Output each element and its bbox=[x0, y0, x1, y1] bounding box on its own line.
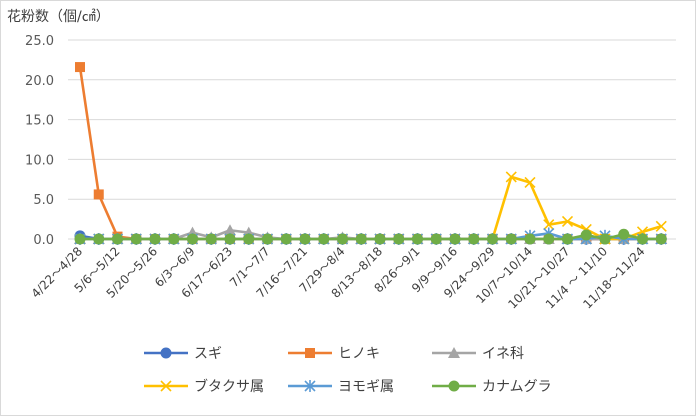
data-point bbox=[224, 233, 236, 245]
y-tick-label: 0.0 bbox=[33, 233, 54, 248]
y-tick-label: 20.0 bbox=[25, 74, 54, 89]
x-tick-label: 4/22～4/28 bbox=[29, 244, 86, 301]
data-point bbox=[449, 233, 461, 245]
data-point bbox=[655, 220, 667, 232]
legend-label: イネ科 bbox=[482, 346, 524, 362]
data-point bbox=[468, 233, 480, 245]
series-4 bbox=[74, 171, 667, 245]
data-point bbox=[393, 233, 405, 245]
y-tick-label: 15.0 bbox=[25, 114, 54, 129]
data-point bbox=[505, 171, 517, 183]
data-point bbox=[112, 233, 123, 245]
data-point bbox=[243, 233, 255, 245]
data-point bbox=[618, 228, 630, 240]
legend-label: ブタクサ属 bbox=[194, 378, 264, 395]
data-point bbox=[561, 215, 574, 228]
y-tick-labels: 25.0 20.0 15.0 10.0 5.0 0.0 bbox=[25, 34, 54, 248]
series-line bbox=[80, 175, 662, 241]
data-point bbox=[305, 348, 315, 358]
data-point bbox=[75, 62, 85, 73]
data-point bbox=[187, 233, 198, 245]
data-point bbox=[562, 233, 573, 245]
gridlines bbox=[68, 39, 676, 240]
data-point bbox=[224, 224, 236, 236]
y-tick-label: 10.0 bbox=[25, 153, 54, 168]
legend-item: スギ bbox=[144, 346, 222, 362]
series-group bbox=[74, 62, 668, 245]
data-point bbox=[93, 233, 105, 245]
y-tick-label: 25.0 bbox=[25, 34, 54, 49]
data-point bbox=[149, 233, 161, 245]
y-axis-title: 花粉数（個/㎠） bbox=[7, 9, 110, 25]
legend-item: ヒノキ bbox=[288, 346, 380, 362]
data-point bbox=[318, 233, 330, 245]
data-point bbox=[262, 233, 273, 245]
data-point bbox=[337, 233, 348, 245]
series-6 bbox=[74, 228, 667, 245]
legend-label: ヨモギ属 bbox=[338, 379, 394, 395]
data-point bbox=[524, 233, 536, 245]
data-point bbox=[599, 233, 611, 245]
data-point bbox=[543, 233, 555, 245]
data-point bbox=[448, 380, 460, 392]
x-tick-labels: 4/22～4/285/6～5/125/20～5/266/3～6/96/17～6/… bbox=[29, 244, 648, 311]
data-point bbox=[524, 176, 536, 189]
data-point bbox=[655, 233, 667, 245]
legend-item: イネ科 bbox=[432, 346, 524, 362]
legend-item: ブタクサ属 bbox=[144, 378, 264, 395]
legend-label: ヒノキ bbox=[338, 346, 380, 362]
data-point bbox=[205, 233, 217, 245]
legend-item: ヨモギ属 bbox=[288, 379, 394, 395]
data-point bbox=[280, 233, 292, 245]
data-point bbox=[74, 233, 86, 245]
data-point bbox=[505, 233, 517, 245]
series-line bbox=[78, 66, 662, 241]
data-point bbox=[355, 233, 367, 245]
series-line bbox=[80, 232, 662, 241]
legend-label: カナムグラ bbox=[482, 379, 552, 395]
data-point bbox=[448, 347, 460, 358]
y-tick-label: 5.0 bbox=[33, 193, 54, 208]
data-point bbox=[304, 380, 316, 392]
legend-label: スギ bbox=[194, 346, 222, 362]
data-point bbox=[543, 219, 555, 231]
data-point bbox=[412, 233, 423, 245]
data-point bbox=[580, 229, 592, 241]
series-2 bbox=[75, 62, 667, 244]
data-point bbox=[637, 233, 648, 245]
data-point bbox=[430, 233, 442, 245]
data-point bbox=[487, 233, 498, 245]
data-point bbox=[168, 233, 180, 245]
data-point bbox=[160, 380, 172, 392]
data-point bbox=[374, 233, 386, 245]
data-point bbox=[160, 347, 172, 359]
data-point bbox=[130, 233, 142, 245]
data-point bbox=[93, 189, 104, 200]
data-point bbox=[299, 233, 311, 245]
legend-item: カナムグラ bbox=[432, 379, 552, 395]
